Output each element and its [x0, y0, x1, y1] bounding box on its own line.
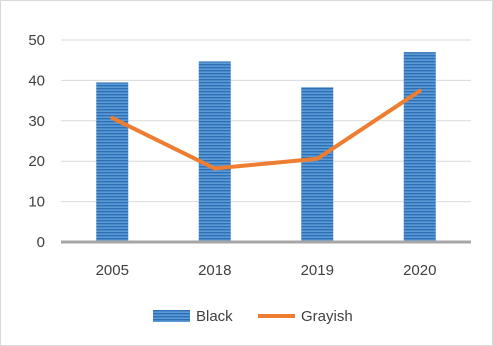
gridlines — [61, 39, 471, 203]
line-series — [110, 88, 422, 171]
y-tick-label: 30 — [28, 113, 45, 130]
x-tick-label: 2020 — [403, 262, 436, 279]
legend: Black Grayish — [153, 308, 353, 325]
y-tick-label: 40 — [28, 72, 45, 89]
x-tick-label: 2018 — [198, 262, 231, 279]
bar — [96, 82, 129, 242]
y-axis-ticks: 0 10 20 30 40 50 — [28, 32, 45, 251]
series-line — [110, 88, 422, 171]
legend-swatch-bar — [153, 310, 190, 322]
y-tick-label: 0 — [37, 234, 45, 251]
y-tick-label: 20 — [28, 153, 45, 170]
x-tick-label: 2019 — [301, 262, 334, 279]
bar — [403, 52, 436, 243]
bar-series — [96, 52, 436, 243]
legend-label: Black — [196, 308, 233, 325]
bar — [198, 61, 231, 242]
x-axis-ticks: 2005 2018 2019 2020 — [96, 262, 437, 279]
y-tick-label: 10 — [28, 194, 45, 211]
y-tick-label: 50 — [28, 32, 45, 49]
x-tick-label: 2005 — [96, 262, 129, 279]
legend-label: Grayish — [301, 308, 353, 325]
bar — [301, 87, 334, 242]
